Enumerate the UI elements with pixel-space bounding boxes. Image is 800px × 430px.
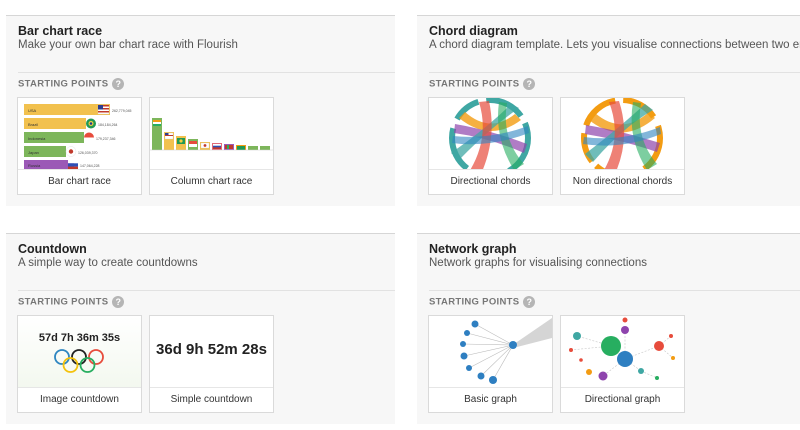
card-label: Image countdown	[18, 387, 141, 412]
countdown-time: 36d 9h 52m 28s	[156, 341, 267, 358]
section-description: Make your own bar chart race with Flouri…	[18, 39, 238, 51]
value-label-usa: 262,779,045	[112, 109, 132, 113]
card-image-countdown[interactable]: 57d 7h 36m 35s Image countdown	[17, 315, 142, 413]
card-simple-countdown[interactable]: 36d 9h 52m 28s Simple countdown	[149, 315, 274, 413]
olympic-rings-icon	[54, 349, 104, 373]
section-divider	[429, 72, 800, 73]
card-label: Column chart race	[150, 169, 273, 194]
value-label-japan: 126,039,370	[78, 151, 98, 155]
card-label: Non directional chords	[561, 169, 684, 194]
card-column-chart-race[interactable]: Column chart race	[149, 97, 274, 195]
starting-points-label: STARTING POINTS	[18, 78, 109, 90]
bar-usa	[24, 104, 110, 115]
country-label-usa: USA	[28, 108, 37, 113]
section-title: Countdown	[18, 242, 87, 256]
section-description: A simple way to create countdowns	[18, 257, 198, 269]
starting-points-label: STARTING POINTS	[429, 78, 520, 90]
starting-points-heading: STARTING POINTS?	[429, 296, 536, 308]
section-title: Chord diagram	[429, 24, 518, 38]
card-label: Directional chords	[429, 169, 552, 194]
template-section-countdown: Countdown A simple way to create countdo…	[6, 233, 395, 424]
flag-russia-icon	[68, 160, 78, 164]
thumbnail-bar-chart-race: USA Brazil Indonesia Japan Russia 262,77…	[18, 98, 141, 170]
card-label: Bar chart race	[18, 169, 141, 194]
country-label-indonesia: Indonesia	[28, 136, 46, 141]
card-label: Simple countdown	[150, 387, 273, 412]
thumbnail-directional-graph	[561, 316, 684, 388]
value-label-russia: 147,064,228	[80, 164, 100, 168]
thumbnail-basic-graph	[429, 316, 552, 388]
card-basic-graph[interactable]: Basic graph	[428, 315, 553, 413]
section-description: A chord diagram template. Lets you visua…	[429, 39, 800, 51]
starting-points-label: STARTING POINTS	[429, 296, 520, 308]
thumbnail-column-chart-race	[150, 98, 273, 170]
card-bar-chart-race[interactable]: USA Brazil Indonesia Japan Russia 262,77…	[17, 97, 142, 195]
card-directional-chords[interactable]: Directional chords	[428, 97, 553, 195]
section-title: Network graph	[429, 242, 517, 256]
card-label: Basic graph	[429, 387, 552, 412]
card-non-directional-chords[interactable]: Non directional chords	[560, 97, 685, 195]
section-divider	[429, 290, 800, 291]
starting-points-heading: STARTING POINTS?	[18, 78, 125, 90]
help-icon[interactable]: ?	[523, 78, 536, 90]
template-section-network-graph: Network graph Network graphs for visuali…	[417, 233, 800, 424]
section-divider	[18, 72, 395, 73]
starting-points-heading: STARTING POINTS?	[429, 78, 536, 90]
countdown-time: 57d 7h 36m 35s	[38, 332, 121, 344]
card-label: Directional graph	[561, 387, 684, 412]
card-directional-graph[interactable]: Directional graph	[560, 315, 685, 413]
thumbnail-directional-chords	[429, 98, 552, 170]
section-divider	[18, 290, 395, 291]
template-section-chord-diagram: Chord diagram A chord diagram template. …	[417, 15, 800, 206]
section-title: Bar chart race	[18, 24, 103, 38]
country-label-russia: Russia	[28, 163, 41, 168]
starting-points-heading: STARTING POINTS?	[18, 296, 125, 308]
help-icon[interactable]: ?	[523, 296, 536, 308]
thumbnail-non-directional-chords	[561, 98, 684, 170]
country-label-brazil: Brazil	[28, 122, 38, 127]
value-label-indonesia: 179,237,346	[96, 137, 116, 141]
bar-russia	[24, 160, 74, 170]
help-icon[interactable]: ?	[112, 296, 125, 308]
thumbnail-image-countdown: 57d 7h 36m 35s	[18, 316, 141, 388]
bar-japan	[24, 146, 66, 157]
starting-points-label: STARTING POINTS	[18, 296, 109, 308]
template-section-bar-chart-race: Bar chart race Make your own bar chart r…	[6, 15, 395, 206]
thumbnail-simple-countdown: 36d 9h 52m 28s	[150, 316, 273, 388]
help-icon[interactable]: ?	[112, 78, 125, 90]
bar-brazil	[24, 118, 86, 129]
value-label-brazil: 184,184,264	[98, 123, 118, 127]
section-description: Network graphs for visualising connectio…	[429, 257, 647, 269]
country-label-japan: Japan	[28, 150, 39, 155]
bar-indonesia	[24, 132, 84, 143]
